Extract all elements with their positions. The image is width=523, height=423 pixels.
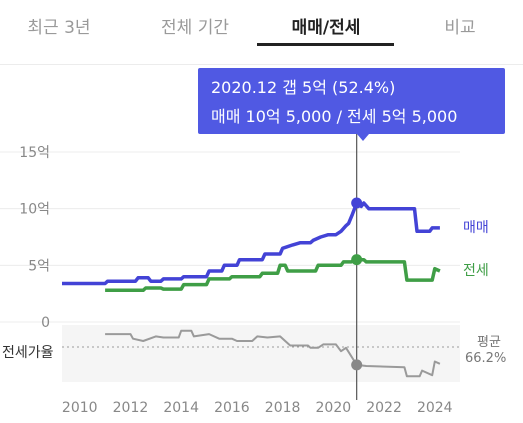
y-tick-label-0: 0 [41, 315, 50, 331]
x-tick-label-2022: 2022 [366, 400, 402, 416]
x-tick-label-2016: 2016 [214, 400, 250, 416]
tooltip-pointer [357, 134, 369, 141]
tab-all-period[interactable]: 전체 기간 [161, 18, 229, 38]
x-tick-label-2020: 2020 [316, 400, 352, 416]
x-tick-label-2012: 2012 [113, 400, 149, 416]
highlight-markers [351, 197, 363, 371]
tab-compare[interactable]: 비교 [444, 18, 476, 38]
series-layer [62, 201, 441, 378]
marker-sale [351, 197, 363, 209]
series-label-sale: 매매 [463, 220, 489, 236]
tooltip-price-line: 매매 10억 5,000 / 전세 5억 5,000 [211, 107, 457, 126]
tab-recent-3-years[interactable]: 최근 3년 [27, 18, 91, 38]
tab-bar: 최근 3년 전체 기간 매매/전세 비교 [0, 0, 523, 48]
x-tick-labels: 2010 2012 2014 2016 2018 2020 2022 2024 [62, 400, 453, 416]
marker-ratio [351, 359, 363, 371]
x-tick-label-2014: 2014 [163, 400, 199, 416]
y-tick-label-1: 5억 [28, 258, 50, 274]
x-tick-label-2024: 2024 [417, 400, 453, 416]
tabs-divider [0, 64, 523, 65]
tooltip: 2020.12 갭 5억 (52.4%) 매매 10억 5,000 / 전세 5… [198, 68, 505, 141]
marker-jeonse [351, 254, 363, 266]
y-tick-labels: 0 5억 10억 15억 [19, 145, 50, 331]
series-line-ratio [105, 329, 441, 378]
ratio-average-label: 평균 [477, 335, 501, 350]
series-line-jeonse [105, 257, 441, 293]
tab-sale-jeonse[interactable]: 매매/전세 [291, 18, 361, 38]
ratio-average-value: 66.2% [465, 351, 506, 366]
y-gridlines [0, 151, 460, 323]
series-line-sale [62, 201, 440, 286]
active-tab-indicator [257, 43, 394, 46]
series-label-jeonse: 전세 [463, 263, 489, 279]
y-tick-label-3: 15억 [19, 145, 50, 161]
x-tick-label-2010: 2010 [62, 400, 98, 416]
tooltip-box [198, 68, 505, 134]
x-tick-label-2018: 2018 [265, 400, 301, 416]
tooltip-gap-line: 2020.12 갭 5억 (52.4%) [211, 78, 395, 97]
ratio-axis-label: 전세가율 [2, 345, 54, 361]
y-tick-label-2: 10억 [19, 202, 50, 218]
